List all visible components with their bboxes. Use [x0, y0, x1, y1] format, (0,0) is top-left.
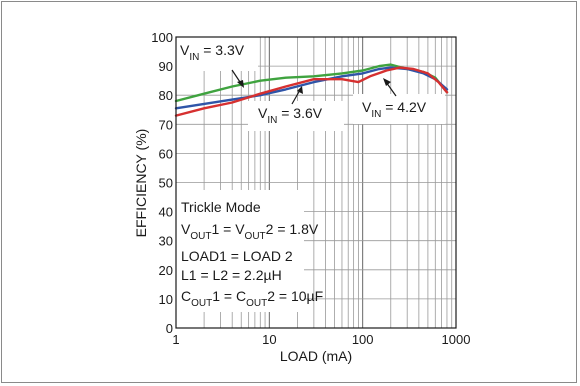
conditions-line-5: COUT1 = COUT2 = 10µF	[181, 288, 323, 309]
conditions-line-2: VOUT1 = VOUT2 = 1.8V	[181, 221, 319, 242]
y-tick-label: 60	[159, 146, 173, 161]
y-tick-label: 90	[159, 59, 173, 74]
y-tick-label: 80	[159, 88, 173, 103]
series-line-1	[174, 66, 449, 110]
arrow-head-vin-36	[297, 86, 303, 94]
conditions-box	[176, 190, 304, 312]
y-tick-label: 40	[159, 205, 173, 220]
y-axis-title: EFFICIENCY (%)	[133, 129, 149, 238]
plot-border	[175, 36, 457, 329]
label-vin-33: VIN = 3.3V	[180, 42, 245, 63]
x-tick-label: 1	[172, 332, 179, 347]
y-tick-label: 0	[166, 321, 173, 336]
label-vin-42: VIN = 4.2V	[362, 99, 427, 120]
y-tick-label: 30	[159, 234, 173, 249]
conditions-line-1: Trickle Mode	[181, 199, 261, 215]
label-vin-36: VIN = 3.6V	[258, 105, 323, 126]
x-tick-label: 1000	[442, 332, 471, 347]
series-group	[174, 63, 449, 117]
x-tick-label: 100	[352, 332, 374, 347]
y-tick-label: 10	[159, 292, 173, 307]
label-box-vin-42	[353, 94, 445, 124]
conditions-line-4: L1 = L2 = 2.2µH	[181, 267, 282, 283]
arrow-head-vin-33	[237, 80, 244, 88]
x-tick-label: 10	[262, 332, 276, 347]
label-box-vin-33	[176, 37, 258, 71]
arrow-vin-36	[291, 89, 301, 105]
tick-labels: 1 10 100 1000 0 10 20 30 40 50 60 70 80 90 100	[151, 30, 470, 347]
label-box-vin-36	[248, 101, 344, 131]
arrow-head-vin-42	[383, 78, 391, 86]
y-tick-label: 50	[159, 176, 173, 191]
series-line-2	[174, 66, 449, 117]
conditions-line-3: LOAD1 = LOAD 2	[181, 248, 293, 264]
y-tick-label: 100	[151, 30, 173, 45]
y-tick-label: 70	[159, 117, 173, 132]
x-axis-title: LOAD (mA)	[280, 348, 352, 364]
y-tick-label: 20	[159, 263, 173, 278]
